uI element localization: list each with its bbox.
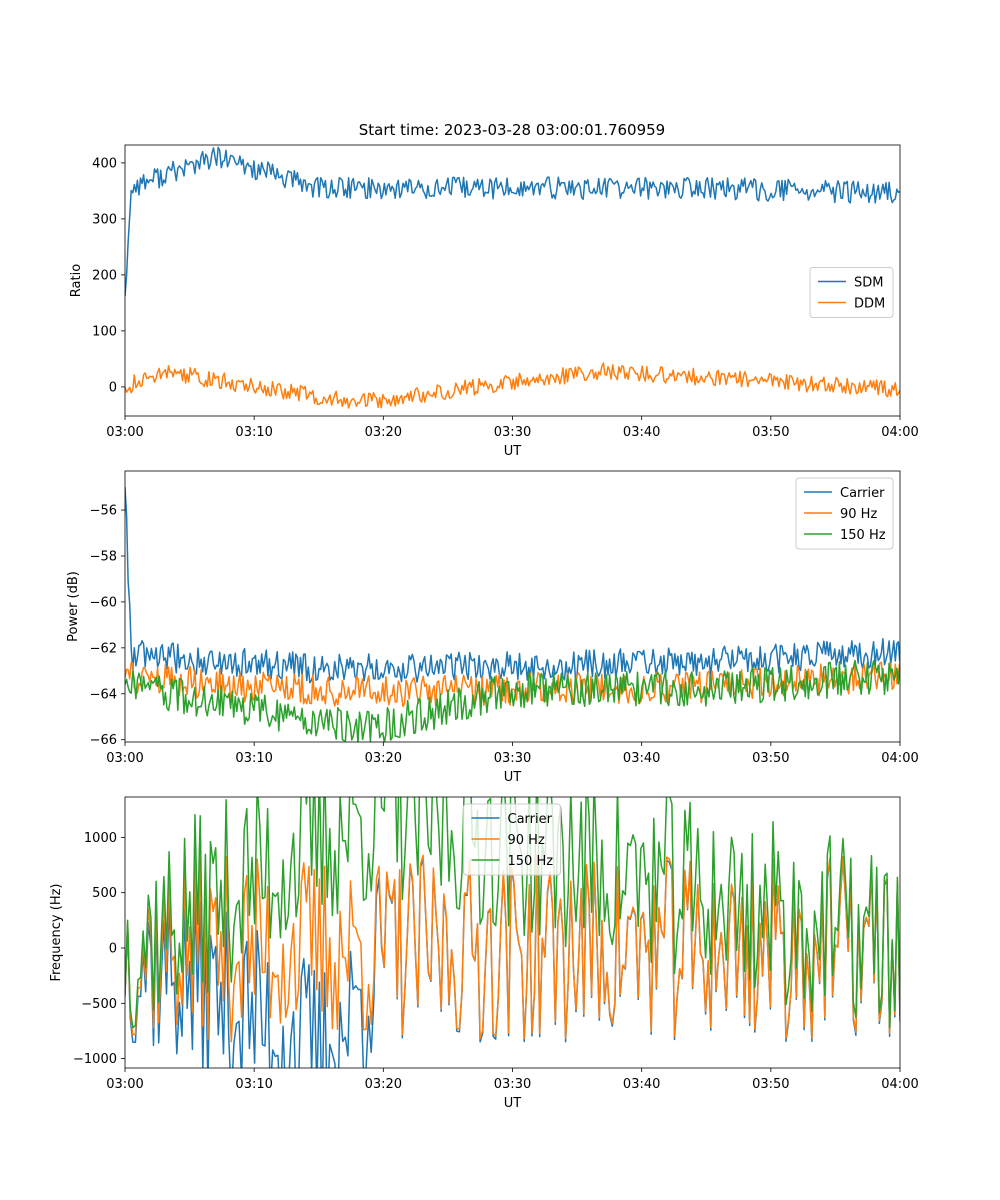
panel-1: 03:00 03:10 03:20 03:30 03:40 03:50 04:00 0 100 2… xyxy=(69,144,919,459)
series-line-90-hz xyxy=(125,660,900,708)
y-tick-label: 1000 xyxy=(84,831,117,846)
panel-3: 03:00 03:10 03:20 03:30 03:40 03:50 04:00 1000 5… xyxy=(49,796,919,1111)
panels: 03:00 03:10 03:20 03:30 03:40 03:50 04:00 0 100 2… xyxy=(49,144,919,1111)
x-tick-label: 03:50 xyxy=(752,1077,789,1092)
x-tick-label: 03:00 xyxy=(106,751,143,766)
y-tick-label: −66 xyxy=(90,733,117,748)
x-tick-label: 03:20 xyxy=(365,751,402,766)
series-group xyxy=(125,487,900,742)
legend-label: 90 Hz xyxy=(508,833,545,848)
x-axis-label: UT xyxy=(504,444,522,459)
y-tick-label: 200 xyxy=(92,268,117,283)
legend-label: 150 Hz xyxy=(508,854,554,869)
x-tick-label: 03:30 xyxy=(494,1077,531,1092)
x-tick-label: 03:20 xyxy=(365,425,402,440)
x-tick-label: 04:00 xyxy=(881,425,918,440)
x-tick-label: 03:20 xyxy=(365,1077,402,1092)
legend-box xyxy=(463,803,561,876)
legend-box xyxy=(795,477,894,550)
legend: SDM DDM xyxy=(809,267,894,318)
series-line-sdm xyxy=(125,146,900,297)
legend-label: 90 Hz xyxy=(840,507,877,522)
x-tick-label: 04:00 xyxy=(881,1077,918,1092)
x-tick-label: 03:10 xyxy=(235,1077,272,1092)
x-tick-label: 03:10 xyxy=(235,425,272,440)
legend-box xyxy=(809,267,894,318)
legend-label: Carrier xyxy=(840,486,885,501)
x-tick-label: 03:50 xyxy=(752,751,789,766)
y-tick-label: 400 xyxy=(92,156,117,171)
legend: Carrier 90 Hz 150 Hz xyxy=(795,477,894,550)
x-tick-label: 03:40 xyxy=(623,1077,660,1092)
series-line-carrier xyxy=(125,487,900,684)
panel-2: 03:00 03:10 03:20 03:30 03:40 03:50 04:00 −56 −5… xyxy=(66,470,919,785)
y-tick-label: 0 xyxy=(109,941,117,956)
y-tick-label: −56 xyxy=(90,504,117,519)
x-tick-label: 03:00 xyxy=(106,425,143,440)
y-tick-label: −62 xyxy=(90,641,117,656)
y-tick-label: −500 xyxy=(81,997,117,1012)
y-tick-label: −58 xyxy=(90,549,117,564)
x-tick-label: 03:40 xyxy=(623,425,660,440)
legend-label: SDM xyxy=(854,276,883,291)
y-tick-label: −60 xyxy=(90,595,117,610)
legend-label: 150 Hz xyxy=(840,528,886,543)
x-tick-label: 03:40 xyxy=(623,751,660,766)
x-axis-label: UT xyxy=(504,770,522,785)
series-line-150-hz xyxy=(125,797,900,1029)
x-tick-label: 03:00 xyxy=(106,1077,143,1092)
y-tick-label: −1000 xyxy=(73,1052,117,1067)
x-tick-label: 03:50 xyxy=(752,425,789,440)
y-tick-label: 300 xyxy=(92,212,117,227)
x-tick-label: 03:30 xyxy=(494,425,531,440)
y-tick-label: 500 xyxy=(92,886,117,901)
x-axis-label: UT xyxy=(504,1096,522,1111)
figure-title: Start time: 2023-03-28 03:00:01.760959 xyxy=(359,121,665,139)
series-group xyxy=(125,146,900,409)
x-tick-label: 03:30 xyxy=(494,751,531,766)
y-axis-label: Power (dB) xyxy=(66,571,81,642)
y-axis-label: Frequency (Hz) xyxy=(49,883,64,981)
legend-label: DDM xyxy=(854,297,885,312)
x-tick-label: 03:10 xyxy=(235,751,272,766)
y-axis-label: Ratio xyxy=(69,264,84,297)
y-tick-label: 0 xyxy=(109,380,117,395)
x-tick-label: 04:00 xyxy=(881,751,918,766)
legend-label: Carrier xyxy=(508,812,553,827)
y-tick-label: −64 xyxy=(90,687,117,702)
series-line-150-hz xyxy=(125,659,900,742)
series-line-ddm xyxy=(125,362,900,409)
legend: Carrier 90 Hz 150 Hz xyxy=(463,803,561,876)
y-tick-label: 100 xyxy=(92,324,117,339)
